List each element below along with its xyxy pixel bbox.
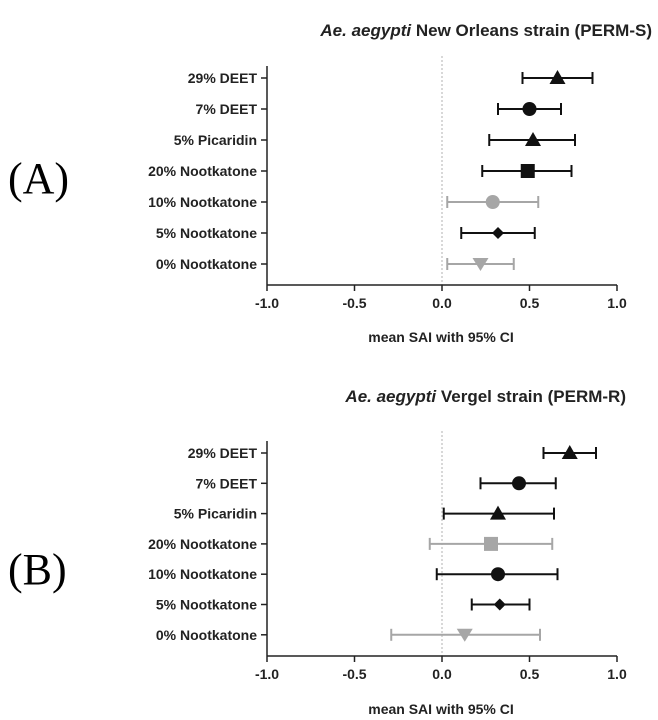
category-label: 7% DEET [196, 475, 258, 491]
mean-marker-triangle-down [456, 628, 473, 642]
x-tick-label: 1.0 [607, 295, 627, 311]
x-tick-label: -0.5 [342, 295, 366, 311]
panel-label: (B) [8, 545, 67, 594]
mean-marker-triangle [525, 132, 541, 146]
x-tick-label: 0.5 [520, 666, 540, 682]
mean-marker-circle [485, 195, 500, 209]
chart-title-italic: Ae. aegypti [344, 387, 437, 406]
mean-marker-triangle [549, 70, 566, 84]
x-axis-label: mean SAI with 95% CI [368, 701, 513, 717]
x-tick-label: 0.0 [432, 666, 452, 682]
x-tick-label: -1.0 [255, 666, 279, 682]
chart-title: Ae. aegypti New Orleans strain (PERM-S) [319, 21, 652, 40]
category-label: 29% DEET [188, 445, 258, 461]
panel-b: (B) Ae. aegypti Vergel strain (PERM-R) m… [8, 387, 627, 717]
mean-marker-triangle [561, 445, 578, 459]
category-label: 5% Nootkatone [156, 225, 257, 241]
category-label: 7% DEET [196, 101, 258, 117]
mean-marker-triangle [490, 505, 506, 520]
category-label: 5% Picaridin [174, 132, 257, 148]
category-label: 0% Nootkatone [156, 627, 257, 643]
chart-title-rest: New Orleans strain (PERM-S) [411, 21, 652, 40]
x-axis-label: mean SAI with 95% CI [368, 329, 513, 345]
category-label: 10% Nootkatone [148, 566, 257, 582]
mean-marker-circle [491, 567, 505, 582]
mean-marker-triangle-down [472, 258, 489, 271]
panel-label: (A) [8, 154, 69, 203]
category-label: 10% Nootkatone [148, 194, 257, 210]
mean-marker-square [520, 164, 535, 178]
category-label: 0% Nootkatone [156, 256, 257, 272]
mean-marker-circle [522, 102, 537, 116]
category-label: 5% Nootkatone [156, 597, 257, 613]
x-tick-label: -0.5 [342, 666, 366, 682]
chart-title: Ae. aegypti Vergel strain (PERM-R) [344, 387, 626, 406]
x-tick-label: 0.0 [432, 295, 452, 311]
mean-marker-square [484, 536, 498, 551]
mean-marker-diamond [492, 227, 504, 239]
x-tick-label: 0.5 [520, 295, 540, 311]
x-tick-label: -1.0 [255, 295, 279, 311]
x-tick-label: 1.0 [607, 666, 627, 682]
category-label: 29% DEET [188, 70, 258, 86]
panel-a: (A) Ae. aegypti New Orleans strain (PERM… [8, 21, 652, 345]
category-label: 20% Nootkatone [148, 163, 257, 179]
mean-marker-circle [512, 476, 526, 491]
category-label: 20% Nootkatone [148, 536, 257, 552]
chart-title-rest: Vergel strain (PERM-R) [436, 387, 626, 406]
chart-title-italic: Ae. aegypti [319, 21, 412, 40]
mean-marker-diamond [493, 598, 506, 611]
category-label: 5% Picaridin [174, 506, 257, 522]
